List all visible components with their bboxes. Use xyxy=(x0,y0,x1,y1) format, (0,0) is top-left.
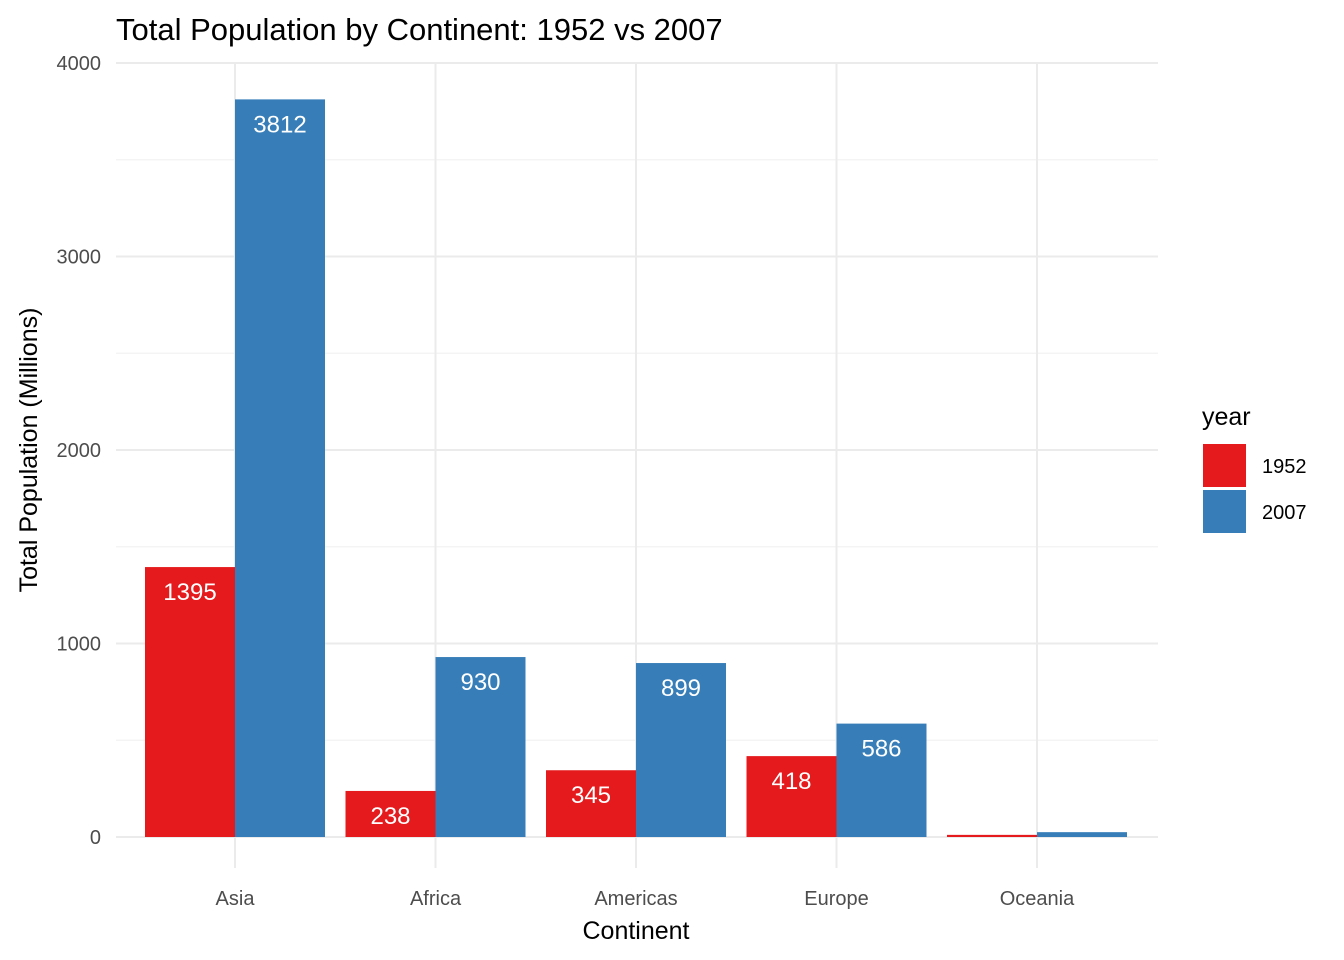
bar-label: 930 xyxy=(460,669,500,696)
legend-title: year xyxy=(1202,403,1251,431)
x-tick-label: Africa xyxy=(410,888,462,910)
bar-labels: 1395 238 345 418 3812 930 899 586 xyxy=(163,111,901,830)
y-tick-label: 1000 xyxy=(57,634,102,656)
bars xyxy=(145,99,1127,838)
bar-label: 586 xyxy=(861,736,901,763)
bar-1952-africa xyxy=(345,790,436,837)
bar-label: 238 xyxy=(370,803,410,830)
bar-2007-africa xyxy=(435,657,526,837)
y-axis-title: Total Population (Millions) xyxy=(15,308,43,593)
bar-1952-oceania xyxy=(947,834,1037,837)
x-tick-label: Americas xyxy=(594,888,677,910)
x-tick-label: Asia xyxy=(216,888,256,910)
chart-title: Total Population by Continent: 1952 vs 2… xyxy=(116,12,723,47)
y-tick-label: 0 xyxy=(90,827,101,849)
bar-1952-europe xyxy=(746,756,837,837)
bar-label: 899 xyxy=(661,675,701,702)
y-axis-ticks: 0 1000 2000 3000 4000 xyxy=(57,53,102,849)
x-tick-label: Europe xyxy=(804,888,869,910)
legend: year 1952 2007 xyxy=(1202,403,1307,533)
legend-swatch-1952 xyxy=(1203,444,1246,487)
bar-label: 418 xyxy=(771,768,811,795)
bar-label: 3812 xyxy=(253,111,306,138)
bar-2007-asia xyxy=(235,99,325,838)
legend-swatch-2007 xyxy=(1203,490,1246,533)
bar-1952-americas xyxy=(546,770,636,837)
legend-label: 1952 xyxy=(1262,456,1307,478)
bar-label: 1395 xyxy=(163,579,216,606)
bar-label: 345 xyxy=(571,782,611,809)
y-tick-label: 4000 xyxy=(57,53,102,75)
bar-2007-europe xyxy=(836,723,927,837)
x-axis-title: Continent xyxy=(582,917,689,945)
x-tick-label: Oceania xyxy=(1000,888,1075,910)
legend-label: 2007 xyxy=(1262,502,1307,524)
bar-1952-asia xyxy=(145,567,235,837)
bar-2007-americas xyxy=(636,663,726,837)
y-tick-label: 2000 xyxy=(57,440,102,462)
x-axis-ticks: Asia Africa Americas Europe Oceania xyxy=(216,888,1076,910)
bar-2007-oceania xyxy=(1037,832,1127,837)
y-tick-label: 3000 xyxy=(57,247,102,269)
